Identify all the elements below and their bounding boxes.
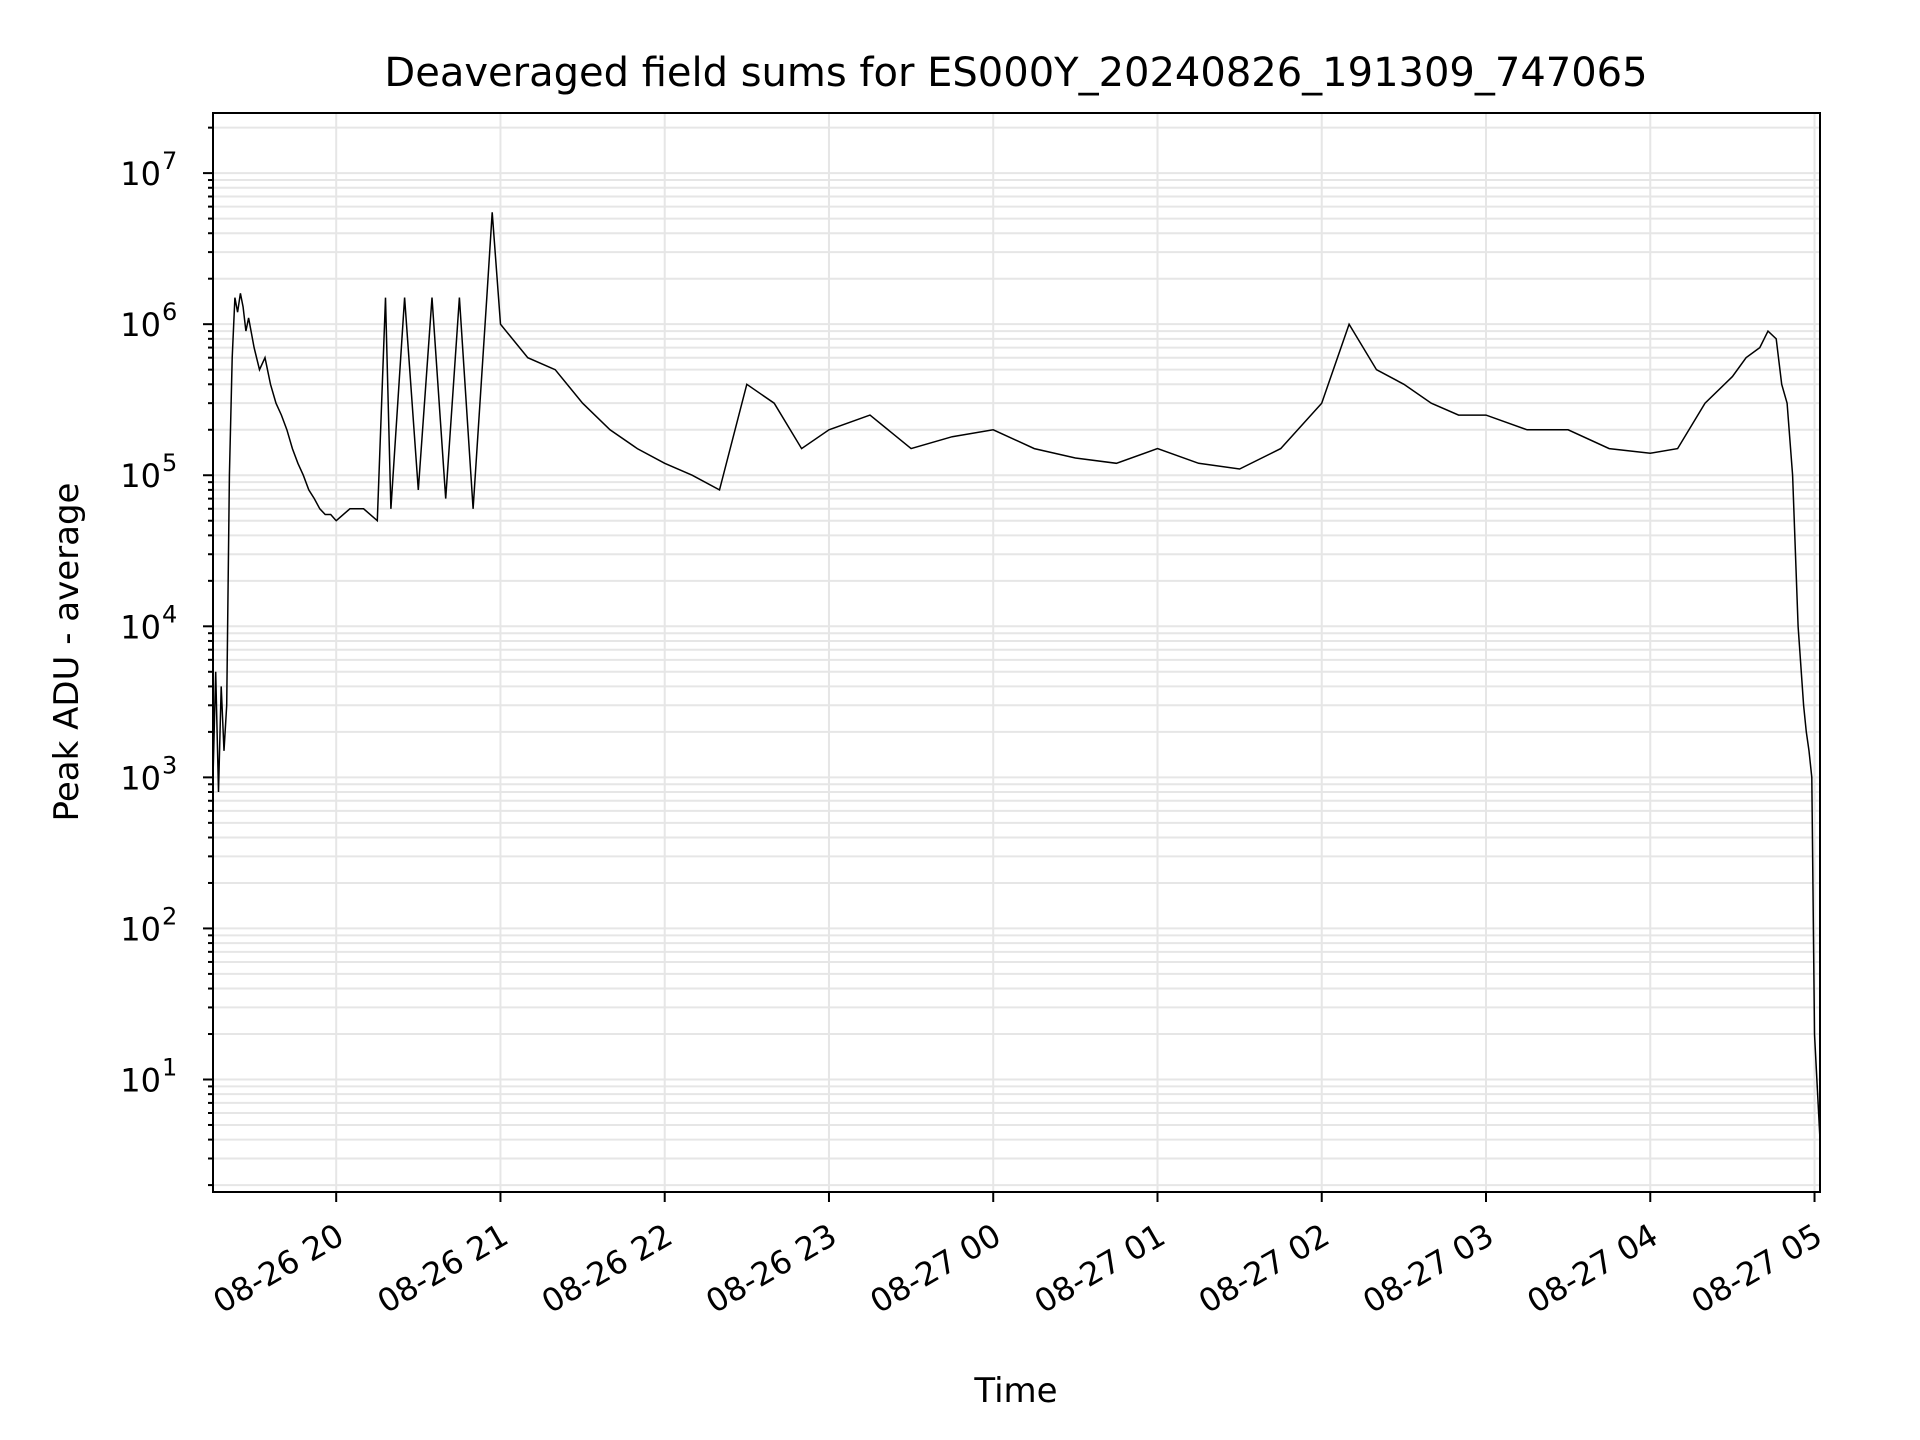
x-tick-label: 08-27 01 — [1028, 1216, 1172, 1321]
x-tick-label: 08-27 00 — [864, 1216, 1008, 1321]
x-tick-label: 08-26 20 — [207, 1216, 351, 1321]
y-tick-label: 10 — [120, 1061, 161, 1099]
y-tick-exponent: 1 — [162, 1053, 177, 1081]
y-tick-exponent: 2 — [162, 902, 177, 930]
y-tick-label: 10 — [120, 306, 161, 344]
y-tick-exponent: 6 — [162, 298, 177, 326]
y-tick-exponent: 3 — [162, 751, 177, 779]
y-tick-label: 10 — [120, 759, 161, 797]
x-tick-label: 08-27 02 — [1192, 1216, 1336, 1321]
plot-frame — [212, 112, 1821, 1193]
y-tick-label: 10 — [120, 155, 161, 193]
y-axis-label: Peak ADU - average — [47, 483, 87, 822]
y-tick-label: 10 — [120, 457, 161, 495]
y-tick-label: 10 — [120, 608, 161, 646]
grid-lines — [213, 113, 1820, 1192]
x-tick-label: 08-26 23 — [699, 1216, 843, 1321]
x-tick-label: 08-26 22 — [535, 1216, 679, 1321]
y-tick-label: 10 — [120, 910, 161, 948]
y-tick-exponent: 4 — [162, 600, 177, 628]
chart-title: Deaveraged field sums for ES000Y_2024082… — [384, 50, 1647, 96]
x-tick-label: 08-27 04 — [1521, 1216, 1665, 1321]
x-axis-label: Time — [973, 1371, 1057, 1411]
y-tick-exponent: 5 — [162, 449, 177, 477]
series-layer — [212, 212, 1821, 1140]
series-line — [212, 212, 1821, 1140]
x-tick-label: 08-27 05 — [1685, 1216, 1829, 1321]
y-tick-exponent: 7 — [162, 147, 177, 175]
x-tick-label: 08-27 03 — [1356, 1216, 1500, 1321]
x-tick-label: 08-26 21 — [371, 1216, 515, 1321]
